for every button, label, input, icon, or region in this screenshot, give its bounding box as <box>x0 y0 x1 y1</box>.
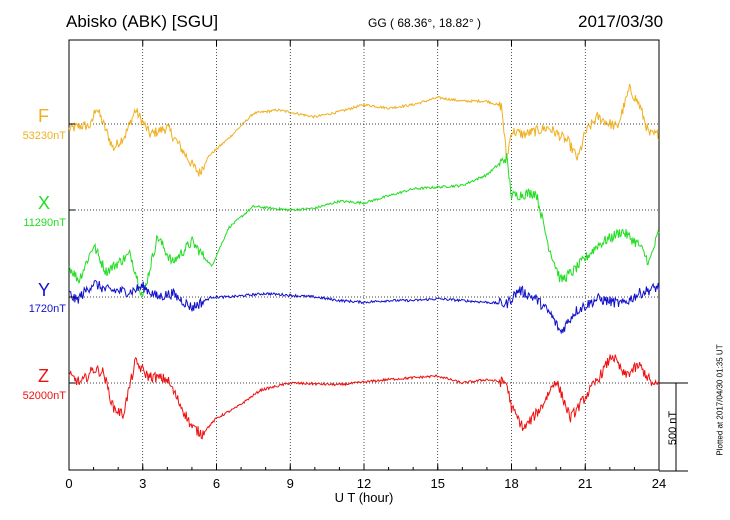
x-tick-label: 18 <box>504 476 518 491</box>
series-line-x <box>69 153 659 297</box>
series-label-f: F <box>38 106 49 127</box>
x-tick-label: 0 <box>65 476 72 491</box>
x-tick-label: 12 <box>357 476 371 491</box>
series-baseline-f: 53230nT <box>0 130 66 142</box>
x-tick-label: 15 <box>431 476 445 491</box>
series-baseline-y: 1720nT <box>0 303 66 315</box>
x-tick-label: 6 <box>213 476 220 491</box>
plotted-timestamp: Plotted at 2017/04/30 01:35 UT <box>716 344 725 455</box>
x-tick-label: 24 <box>652 476 666 491</box>
series-label-z: Z <box>38 366 49 387</box>
series-baseline-x: 11290nT <box>0 217 66 229</box>
x-axis-title: U T (hour) <box>335 490 394 505</box>
x-tick-label: 3 <box>139 476 146 491</box>
series-label-x: X <box>38 193 50 214</box>
date-label: 2017/03/30 <box>578 12 663 32</box>
x-tick-label: 21 <box>578 476 592 491</box>
scale-bar-label: 500 nT <box>667 411 679 445</box>
station-title: Abisko (ABK) [SGU] <box>66 12 218 32</box>
x-tick-label: 9 <box>287 476 294 491</box>
series-label-y: Y <box>38 280 50 301</box>
series-baseline-z: 52000nT <box>0 390 66 402</box>
geo-coordinates: GG ( 68.36°, 18.82° ) <box>368 16 481 30</box>
x-axis-ticks: 0 3 6 9 12 15 18 21 24 <box>65 40 666 491</box>
